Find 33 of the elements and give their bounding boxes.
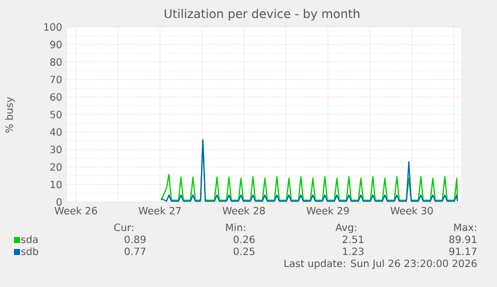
y-axis-title: % busy <box>5 97 15 133</box>
y-tick-label: 50 <box>50 110 62 118</box>
text: Min: <box>226 223 246 231</box>
y-tick-label: 60 <box>50 93 62 101</box>
y-tick-label: 0 <box>56 198 62 206</box>
text: Max: <box>454 224 476 232</box>
text: Avg: <box>335 224 356 234</box>
y-tick-label: 100 <box>44 23 62 31</box>
y-tick-label: 20 <box>50 163 62 171</box>
text: Cur: <box>114 224 134 232</box>
text: 2.51 <box>342 236 364 244</box>
text: 89.91 <box>449 236 476 244</box>
x-tick-label: Week 26 <box>54 206 98 214</box>
text: 0.25 <box>234 248 254 256</box>
legend-label: sda <box>21 235 38 244</box>
text: Last update: Sun Jul 26 23:20:00 2026 <box>284 259 477 270</box>
y-tick-label: 40 <box>50 128 62 136</box>
x-tick-label: Week 29 <box>306 206 349 214</box>
y-tick-label: 10 <box>50 180 62 188</box>
text: 0.89 <box>124 236 146 244</box>
y-tick-label: 30 <box>50 146 62 154</box>
y-tick-label: 70 <box>50 76 62 84</box>
text: 0.77 <box>124 248 146 256</box>
y-tick-label: 90 <box>50 40 62 48</box>
y-tick-label: 80 <box>50 58 62 66</box>
text: 1.23 <box>343 248 364 256</box>
x-tick-label: Week 30 <box>390 206 433 214</box>
text: 0.26 <box>234 236 255 244</box>
x-tick-label: Week 27 <box>138 206 181 214</box>
chart-title: Utilization per device - by month <box>164 8 360 20</box>
legend-label: sdb <box>21 247 38 256</box>
x-tick-label: Week 28 <box>222 206 265 214</box>
text: 91.17 <box>449 248 476 256</box>
